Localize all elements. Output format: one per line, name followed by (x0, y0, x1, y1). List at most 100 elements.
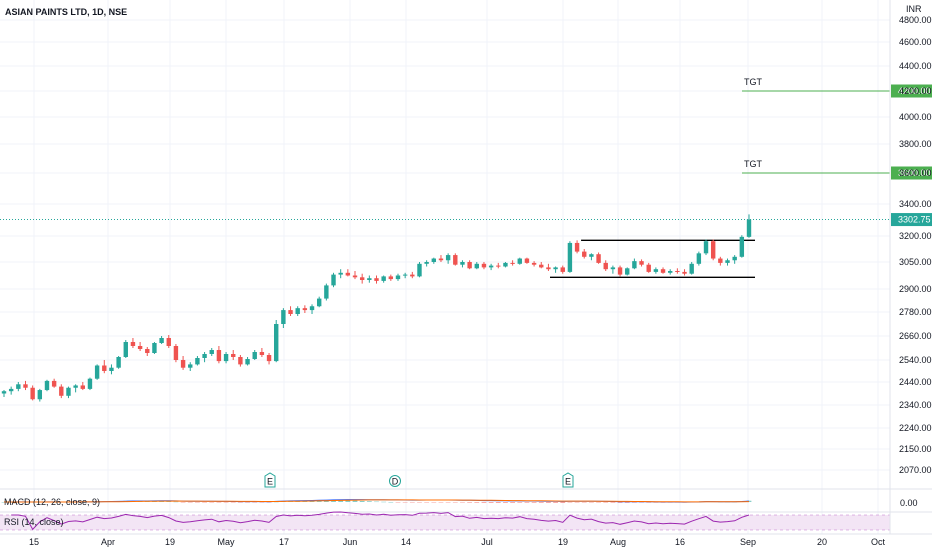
candle (582, 249, 587, 259)
price-tick-label: 2900.00 (899, 284, 932, 294)
macd-zero-label: 0.00 (900, 498, 918, 508)
candle (266, 353, 272, 365)
rsi-line (11, 511, 750, 531)
candle (173, 344, 179, 363)
price-tick-label: 3600.00 (899, 168, 932, 178)
macd-histogram-bar (195, 502, 200, 503)
macd-histogram-bar (173, 501, 179, 503)
macd-histogram-bar (187, 502, 193, 503)
targets: TGT 4200.00 TGT 3600.00 (742, 77, 932, 180)
macd-histogram-bar (646, 502, 652, 503)
macd-histogram-bar (216, 502, 222, 503)
macd-histogram-bar (495, 502, 501, 503)
candle (646, 262, 651, 273)
candle (44, 379, 50, 392)
candle (209, 348, 214, 356)
candle (367, 275, 372, 283)
candle (352, 271, 358, 280)
candle (560, 265, 565, 274)
candle (123, 340, 128, 358)
macd-histogram-bar (395, 502, 401, 503)
target-badge (891, 166, 932, 180)
macd-histogram-bar (639, 502, 644, 503)
time-axis: 15 Apr 19 May 17 Jun 14 Jul 19 Aug 16 Sep 20 Oct (29, 537, 886, 547)
candle (145, 347, 150, 356)
macd-histogram-bar (574, 502, 580, 503)
last-price-tag: 3302.75 (891, 213, 932, 227)
candle (739, 235, 745, 258)
candle (410, 271, 415, 279)
candle (438, 255, 444, 262)
candle (188, 362, 193, 371)
price-tick-label: 4400.00 (899, 61, 932, 71)
candle (30, 385, 35, 401)
candle (166, 335, 171, 348)
price-tick-label: 2540.00 (899, 355, 932, 365)
macd-histogram-bar (359, 500, 365, 502)
macd-histogram-bar (331, 500, 336, 502)
macd-histogram-bar (631, 502, 637, 503)
time-tick-label: Jul (481, 537, 493, 547)
candle (338, 269, 343, 279)
candle (553, 266, 558, 273)
macd-histogram-bar (388, 501, 394, 503)
candle (517, 257, 522, 265)
candle (130, 338, 136, 348)
macd-histogram-bar (266, 502, 272, 503)
macd-histogram-bar (273, 501, 279, 503)
macd-histogram-bar (510, 502, 516, 503)
macd-histogram-bar (438, 502, 444, 503)
macd-histogram-bar (409, 502, 415, 503)
target-price-label: 4200.00 (898, 86, 931, 96)
macd-histogram-bar (381, 501, 387, 503)
currency-label: INR (906, 4, 922, 14)
candle (238, 355, 243, 367)
range-box (550, 239, 755, 278)
candle (316, 296, 322, 308)
candle (531, 261, 537, 267)
time-tick-label: 14 (401, 537, 411, 547)
time-tick-label: 20 (817, 537, 827, 547)
time-tick-label: Sep (740, 537, 756, 547)
macd-histogram-bar (166, 501, 172, 502)
candle (309, 304, 315, 314)
candle (467, 260, 472, 270)
candle (539, 262, 544, 269)
candle (245, 357, 250, 366)
macd-histogram-bar (567, 502, 573, 503)
macd-histogram-bar (252, 502, 258, 503)
candle (481, 262, 487, 270)
macd-histogram-bar (531, 502, 537, 503)
time-tick-label: Apr (101, 537, 115, 547)
candle (295, 306, 300, 316)
price-tick-label: 4800.00 (899, 15, 932, 25)
candle (374, 275, 379, 284)
candle (574, 240, 580, 254)
price-tick-label: 4600.00 (899, 37, 932, 47)
macd-histogram-bar (245, 502, 250, 503)
time-tick-label: Jun (343, 537, 358, 547)
candle (37, 388, 43, 402)
candle (675, 268, 680, 274)
target-price-label: 3600.00 (898, 168, 931, 178)
candle (59, 384, 64, 399)
candle (402, 272, 408, 279)
candle (259, 348, 265, 357)
price-tick-label: 4200.00 (899, 86, 932, 96)
candle (617, 265, 623, 277)
price-tick-label: 2240.00 (899, 423, 932, 433)
candle (180, 356, 186, 370)
candle (696, 251, 702, 266)
candle (682, 269, 687, 276)
candle (302, 305, 308, 313)
candle (431, 257, 437, 264)
price-tick-label: 3050.00 (899, 257, 932, 267)
rsi-label: RSI (14, close) (4, 517, 64, 527)
candle (632, 258, 637, 270)
target-badge (891, 84, 932, 98)
price-axis: 4800.00 4600.00 4400.00 4200.00 4000.00 3800.… (899, 15, 932, 475)
macd-histogram-bar (352, 500, 358, 502)
event-marker: E (264, 472, 276, 488)
